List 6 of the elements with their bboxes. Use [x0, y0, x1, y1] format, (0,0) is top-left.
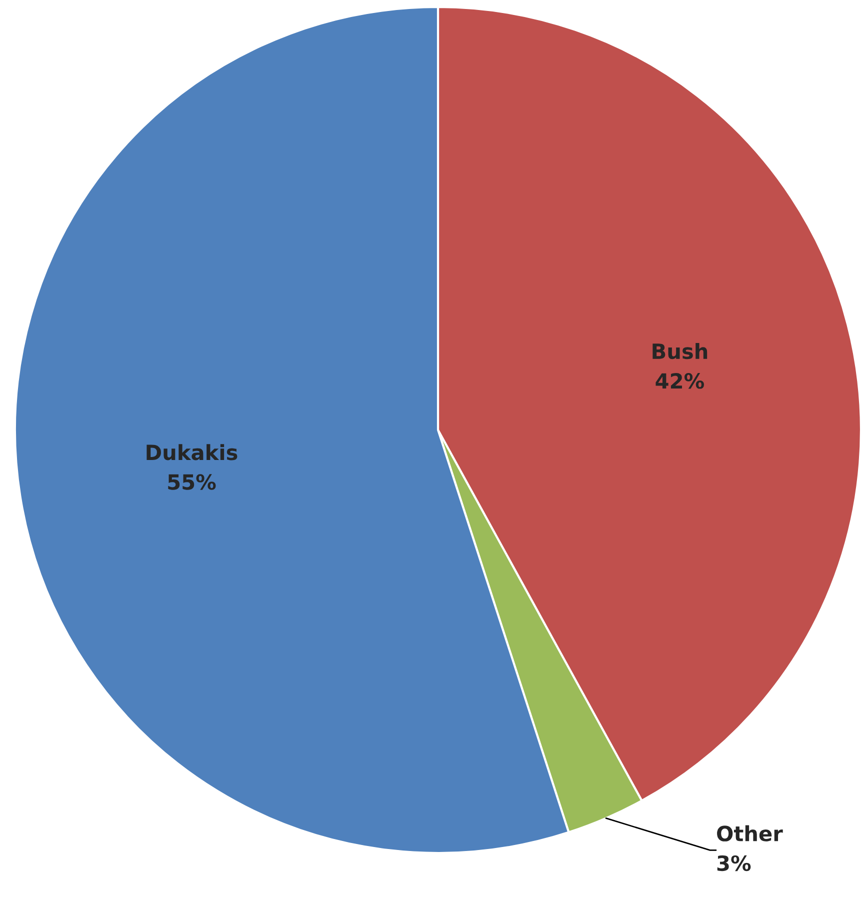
data-label: 55% [168, 474, 216, 490]
slice-label: Dukakis [146, 444, 238, 460]
data-label: 3% [717, 855, 751, 872]
slice-label: Bush [652, 343, 708, 360]
data-label: 42% [656, 373, 704, 389]
slice-label: Other [717, 825, 783, 842]
